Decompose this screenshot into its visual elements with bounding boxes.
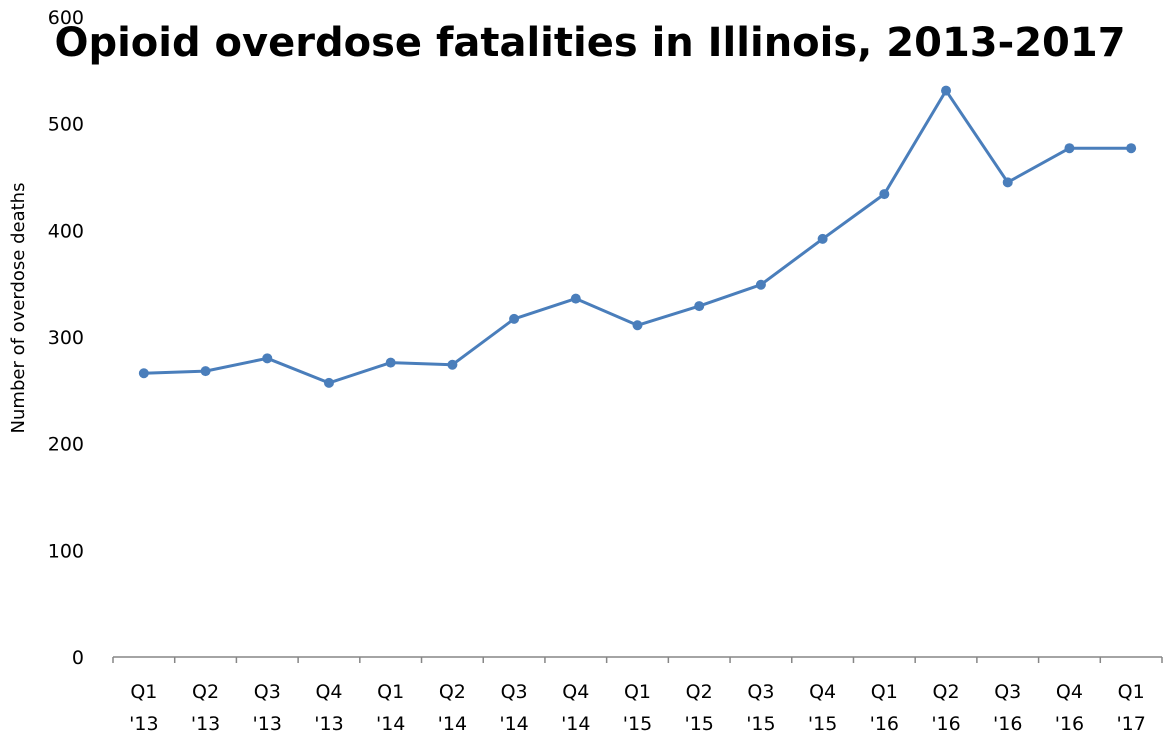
data-point (1126, 143, 1137, 154)
x-tick-label-quarter: Q4 (1056, 681, 1083, 703)
x-tick-label-year: '15 (808, 713, 837, 735)
x-tick-label-year: '17 (1116, 713, 1145, 735)
data-point (941, 85, 952, 96)
x-tick-label-quarter: Q1 (130, 681, 157, 703)
x-tick-label-year: '15 (685, 713, 714, 735)
data-point (138, 368, 149, 379)
x-tick-label-year: '15 (623, 713, 652, 735)
chart-title: Opioid overdose fatalities in Illinois, … (54, 20, 1125, 66)
x-tick-label-year: '15 (746, 713, 775, 735)
x-tick-label-quarter: Q1 (624, 681, 651, 703)
data-point (570, 293, 581, 304)
y-tick-label: 400 (48, 220, 84, 242)
x-tick-label-quarter: Q1 (1118, 681, 1145, 703)
data-point (1064, 143, 1075, 154)
x-tick-label-year: '14 (499, 713, 528, 735)
x-tick-label-year: '14 (438, 713, 467, 735)
data-point (262, 353, 273, 364)
data-point (1002, 177, 1013, 188)
x-tick-label-year: '14 (561, 713, 590, 735)
x-tick-label-year: '16 (993, 713, 1022, 735)
x-tick-label-quarter: Q4 (809, 681, 836, 703)
x-tick-label-year: '13 (191, 713, 220, 735)
x-tick-label-quarter: Q3 (994, 681, 1021, 703)
data-point (755, 279, 766, 290)
x-tick-label-year: '16 (931, 713, 960, 735)
x-tick-label-year: '16 (870, 713, 899, 735)
y-tick-label: 500 (48, 114, 84, 136)
y-tick-label: 600 (48, 7, 84, 29)
data-point (632, 320, 643, 331)
x-tick-label-year: '13 (314, 713, 343, 735)
x-tick-label-year: '14 (376, 713, 405, 735)
x-axis: Q1 '13 Q2 '13 Q3 '13 Q4 '13 Q1 '14 Q2 '14 Q3 '14 Q4 '14… (112, 656, 1163, 735)
x-tick-label-quarter: Q2 (686, 681, 713, 703)
x-tick-label-quarter: Q4 (562, 681, 589, 703)
series-line (143, 89, 1132, 385)
x-tick-label-year: '13 (253, 713, 282, 735)
x-tick-label-year: '13 (129, 713, 158, 735)
x-tick-label-year: '16 (1055, 713, 1084, 735)
data-point (879, 189, 890, 200)
x-tick-label-quarter: Q3 (747, 681, 774, 703)
x-tick-label-quarter: Q4 (315, 681, 342, 703)
y-tick-label: 0 (72, 647, 84, 669)
data-point (200, 366, 211, 377)
x-tick-label-quarter: Q2 (192, 681, 219, 703)
y-tick-label: 200 (48, 434, 84, 456)
x-tick-label-quarter: Q1 (377, 681, 404, 703)
data-point (817, 233, 828, 244)
x-tick-label-quarter: Q2 (933, 681, 960, 703)
data-point (323, 377, 334, 388)
y-tick-label: 300 (48, 327, 84, 349)
x-tick-label-quarter: Q3 (254, 681, 281, 703)
data-point (447, 359, 458, 370)
x-tick-label-quarter: Q3 (501, 681, 528, 703)
data-point (694, 301, 705, 312)
data-point (385, 357, 396, 368)
y-axis-label: Number of overdose deaths (8, 183, 29, 434)
plot-area (138, 85, 1137, 388)
x-tick-label-quarter: Q1 (871, 681, 898, 703)
y-axis: 0 100 200 300 400 500 600 (48, 7, 84, 669)
x-tick-label-quarter: Q2 (439, 681, 466, 703)
data-point (509, 313, 520, 324)
y-tick-label: 100 (48, 540, 84, 562)
